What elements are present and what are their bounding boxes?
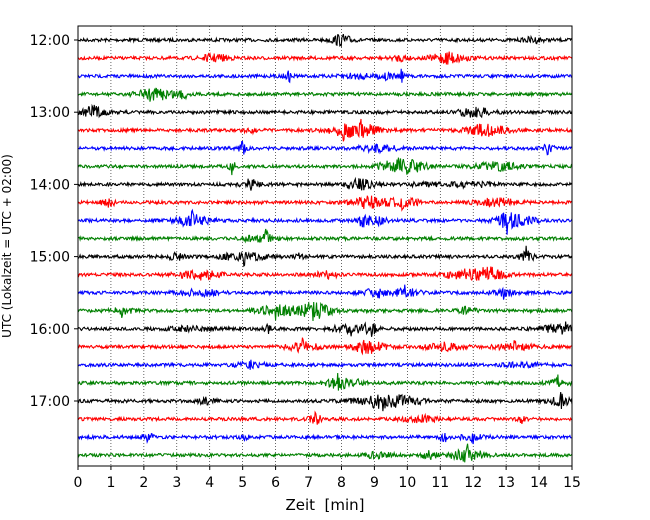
- x-tick-label: 4: [205, 475, 214, 491]
- x-tick-label: 7: [304, 475, 313, 491]
- y-tick-label: 15:00: [30, 250, 70, 266]
- y-tick-label: 16:00: [30, 322, 70, 338]
- trace-1300: [77, 103, 573, 119]
- trace-1630: [77, 359, 573, 370]
- y-tick-label: 17:00: [30, 394, 70, 410]
- y-axis-label: UTC (Lokalzeit = UTC + 02:00): [0, 154, 14, 338]
- x-tick-label: 1: [106, 475, 115, 491]
- trace-1615: [77, 337, 573, 356]
- trace-1200: [77, 33, 573, 48]
- x-tick-label: 15: [563, 475, 581, 491]
- y-tick-label: 12:00: [30, 33, 70, 49]
- trace-1500: [77, 245, 573, 268]
- trace-1645: [77, 373, 573, 391]
- x-tick-label: 3: [172, 475, 181, 491]
- trace-1715: [77, 410, 573, 425]
- trace-1245: [77, 87, 573, 102]
- x-tick-label: 10: [398, 475, 416, 491]
- trace-1345: [77, 157, 573, 176]
- x-tick-label: 0: [74, 475, 83, 491]
- trace-1445: [77, 228, 573, 244]
- trace-1700: [77, 392, 573, 412]
- y-tick-label: 13:00: [30, 105, 70, 121]
- y-tick-label: 14:00: [30, 177, 70, 193]
- x-tick-label: 9: [370, 475, 379, 491]
- trace-1745: [77, 443, 573, 463]
- trace-1415: [77, 195, 573, 212]
- x-axis-label: Zeit [min]: [285, 496, 364, 514]
- x-tick-label: 8: [337, 475, 346, 491]
- x-tick-label: 13: [497, 475, 515, 491]
- trace-1515: [77, 266, 573, 282]
- trace-1545: [77, 301, 573, 321]
- x-tick-label: 2: [139, 475, 148, 491]
- y-axis-ticks: 12:00 13:00 14:00 15:00 16:00 17:00: [30, 33, 78, 410]
- trace-1600: [77, 321, 573, 337]
- trace-1315: [77, 118, 573, 142]
- x-tick-label: 14: [530, 475, 548, 491]
- trace-1430: [77, 208, 573, 235]
- trace-1330: [77, 140, 573, 156]
- trace-1230: [77, 68, 573, 84]
- trace-1730: [77, 432, 573, 445]
- trace-1400: [77, 176, 573, 191]
- plot-frame: [77, 25, 573, 467]
- seismic-traces: [77, 33, 573, 463]
- x-tick-label: 6: [271, 475, 280, 491]
- x-tick-label: 12: [464, 475, 482, 491]
- x-tick-label: 5: [238, 475, 247, 491]
- x-tick-label: 11: [431, 475, 449, 491]
- trace-1215: [77, 51, 573, 65]
- trace-1530: [77, 284, 573, 300]
- vertical-grid-lines: [110, 26, 540, 466]
- x-axis-ticks: 0 1 2 3 4 5 6 7 8 9 10 11 12 13 14 15: [74, 466, 581, 491]
